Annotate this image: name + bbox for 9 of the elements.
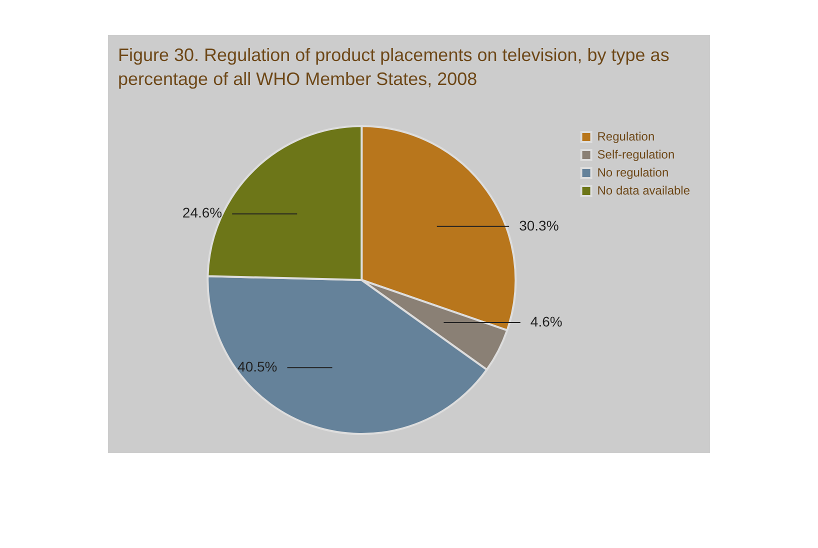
data-label: 4.6% bbox=[530, 313, 562, 330]
legend-label: No regulation bbox=[597, 165, 669, 180]
legend-label: No data available bbox=[597, 183, 690, 198]
chart-title: Figure 30. Regulation of product placements on television, by type as percentage of all WHO Member States, 2008 bbox=[117, 44, 670, 91]
legend-label: Self-regulation bbox=[597, 147, 675, 162]
data-label: 30.3% bbox=[519, 217, 559, 234]
legend-label: Regulation bbox=[597, 129, 655, 144]
data-label: 24.6% bbox=[182, 204, 222, 221]
data-label: 40.5% bbox=[238, 358, 278, 374]
